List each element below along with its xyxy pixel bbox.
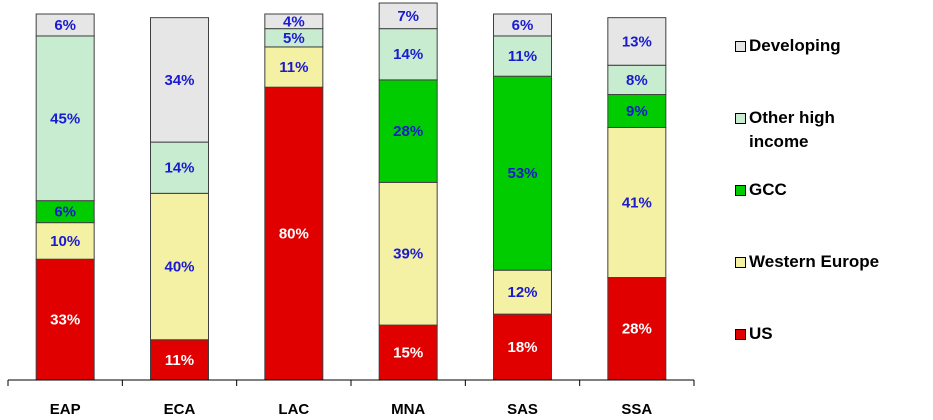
legend-swatch bbox=[735, 185, 746, 196]
data-label: 15% bbox=[393, 345, 423, 362]
data-label: 28% bbox=[622, 321, 652, 338]
x-tick-label: LAC bbox=[278, 401, 309, 418]
legend-swatch bbox=[735, 41, 746, 52]
legend-label: Other high income bbox=[749, 108, 835, 151]
data-label: 6% bbox=[512, 17, 534, 34]
bar-segment bbox=[378, 324, 438, 381]
data-label: 28% bbox=[393, 123, 423, 140]
bar-segment bbox=[493, 75, 552, 271]
legend-swatch bbox=[735, 329, 746, 340]
data-label: 34% bbox=[164, 72, 194, 89]
legend-label: US bbox=[749, 324, 773, 343]
legend-item: Developing bbox=[735, 34, 929, 58]
bar-segment bbox=[493, 13, 552, 37]
bar-segment bbox=[378, 181, 438, 326]
data-label: 12% bbox=[507, 284, 537, 301]
x-tick-label: MNA bbox=[391, 401, 425, 418]
bar-segment bbox=[35, 222, 95, 260]
data-label: 6% bbox=[54, 204, 76, 221]
data-label: 4% bbox=[283, 13, 305, 30]
bar-segment bbox=[35, 35, 95, 202]
bar-segment bbox=[35, 13, 95, 37]
bar-segment bbox=[493, 269, 552, 315]
bar-segment bbox=[150, 141, 209, 194]
bar-segment bbox=[35, 258, 95, 381]
bar-segment bbox=[607, 126, 667, 279]
data-label: 7% bbox=[397, 8, 419, 25]
x-tick-label: SSA bbox=[621, 401, 652, 418]
data-label: 6% bbox=[54, 17, 76, 34]
data-label: 40% bbox=[164, 259, 194, 276]
bar-segment bbox=[378, 79, 438, 183]
legend-item: US bbox=[735, 322, 929, 346]
data-label: 10% bbox=[50, 233, 80, 250]
bar-segment bbox=[378, 2, 438, 30]
legend-item: Western Europe bbox=[735, 250, 929, 274]
data-label: 18% bbox=[507, 339, 537, 356]
data-label: 9% bbox=[626, 103, 648, 120]
data-label: 11% bbox=[279, 59, 308, 76]
legend-label: GCC bbox=[749, 180, 787, 199]
data-label: 14% bbox=[164, 160, 194, 177]
bar-segment bbox=[264, 13, 324, 30]
data-label: 45% bbox=[50, 110, 80, 127]
x-tick-label: EAP bbox=[50, 401, 81, 418]
data-label: 41% bbox=[622, 194, 652, 211]
bar-segment bbox=[493, 35, 552, 77]
data-label: 80% bbox=[279, 226, 309, 243]
data-label: 13% bbox=[622, 33, 652, 50]
bar-segment bbox=[607, 64, 667, 96]
data-label: 53% bbox=[507, 165, 537, 182]
legend-swatch bbox=[735, 113, 746, 124]
data-label: 8% bbox=[626, 72, 648, 89]
plot: 33%10%6%45%6%EAP11%40%14%34%ECA80%11%5%4… bbox=[7, 2, 695, 418]
legend-label: Western Europe bbox=[749, 252, 880, 271]
bar-segment bbox=[150, 17, 209, 143]
legend-swatch bbox=[735, 257, 746, 268]
bar-segment bbox=[607, 17, 667, 66]
data-label: 11% bbox=[165, 352, 194, 369]
bar-segment bbox=[607, 94, 667, 128]
x-tick-label: SAS bbox=[507, 401, 538, 418]
bar-segment bbox=[378, 28, 438, 81]
x-tick-label: ECA bbox=[164, 401, 196, 418]
bar-segment bbox=[150, 192, 209, 341]
bar-segment bbox=[607, 277, 667, 381]
data-label: 39% bbox=[393, 246, 423, 263]
data-label: 5% bbox=[283, 30, 305, 47]
data-label: 11% bbox=[508, 48, 537, 65]
legend-item: GCC bbox=[735, 178, 929, 202]
data-label: 33% bbox=[50, 312, 80, 329]
bar-segment bbox=[264, 86, 324, 381]
legend-item: Other high income bbox=[735, 106, 859, 154]
legend-label: Developing bbox=[749, 36, 841, 55]
data-label: 14% bbox=[393, 46, 423, 63]
